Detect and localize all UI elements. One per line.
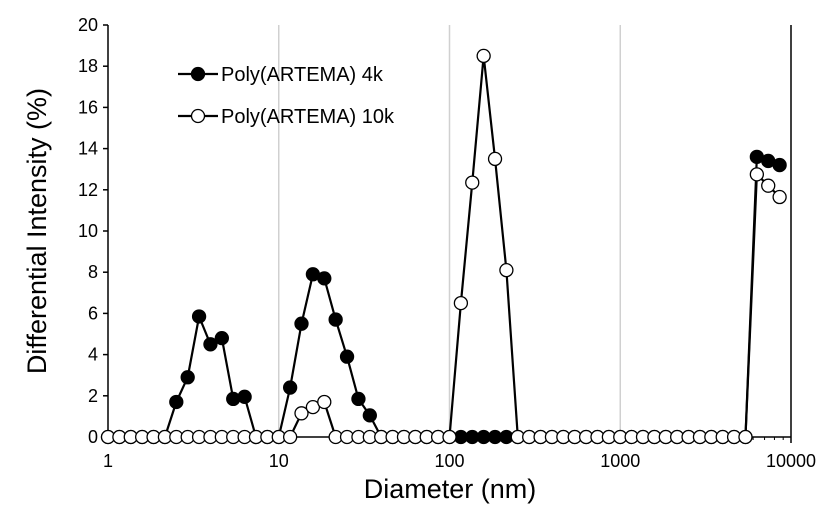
x-tick-label: 1000 [600, 451, 640, 471]
x-tick-label: 1 [103, 451, 113, 471]
data-point [237, 389, 252, 404]
y-tick-label: 8 [88, 262, 98, 282]
x-tick-label: 10000 [766, 451, 816, 471]
data-point [317, 271, 332, 286]
series-line [108, 54, 781, 439]
data-point [749, 167, 765, 182]
data-point [191, 309, 207, 324]
legend-marker [190, 108, 206, 124]
legend-label: Poly(ARTEMA) 4k [221, 64, 384, 86]
data-point [761, 178, 776, 193]
data-point [362, 408, 377, 423]
y-tick-label: 0 [88, 427, 98, 447]
axes [103, 24, 792, 443]
data-point [328, 312, 343, 327]
data-point [169, 394, 184, 410]
data-point [738, 429, 753, 445]
grid-lines [278, 25, 621, 437]
y-tick-label: 4 [88, 345, 98, 365]
y-tick-label: 14 [78, 139, 98, 159]
series-1 [100, 149, 787, 445]
data-point [203, 337, 218, 352]
data-point [294, 406, 309, 421]
series-line [108, 155, 780, 439]
y-axis-title: Differential Intensity (%) [22, 88, 52, 374]
data-point [180, 370, 195, 385]
data-point [476, 48, 491, 64]
legend-entry: Poly(ARTEMA) 10k [178, 106, 395, 128]
data-point [282, 380, 298, 395]
series-layer [100, 48, 787, 445]
y-tick-label: 18 [78, 56, 98, 76]
y-tick-label: 2 [88, 386, 98, 406]
data-point [487, 151, 503, 167]
legend-marker [190, 66, 206, 82]
x-axis-title: Diameter (nm) [364, 474, 537, 504]
y-tick-label: 6 [88, 303, 98, 323]
data-point [282, 429, 298, 445]
data-point [317, 394, 332, 410]
data-point [772, 157, 787, 173]
y-tick-label: 16 [78, 97, 98, 117]
data-point [499, 262, 514, 278]
y-tick-label: 10 [78, 221, 98, 241]
y-tick-label: 12 [78, 180, 98, 200]
x-tick-label: 100 [434, 451, 464, 471]
data-point [294, 316, 309, 331]
legend: Poly(ARTEMA) 4k Poly(ARTEMA) 10k [178, 64, 395, 128]
x-tick-label: 10 [269, 451, 289, 471]
legend-label: Poly(ARTEMA) 10k [221, 106, 395, 128]
data-point [772, 189, 787, 205]
y-tick-label: 20 [78, 15, 98, 35]
tick-labels: 0 2 4 6 8 10 12 14 16 18 20 1 10 100 1000 10000 [78, 15, 816, 471]
data-point [214, 330, 229, 346]
data-point [442, 429, 457, 445]
series-2 [100, 48, 787, 445]
data-point [453, 295, 469, 311]
data-point [351, 391, 366, 407]
data-point [339, 349, 355, 364]
data-point [465, 175, 480, 190]
legend-entry: Poly(ARTEMA) 4k [178, 64, 384, 86]
